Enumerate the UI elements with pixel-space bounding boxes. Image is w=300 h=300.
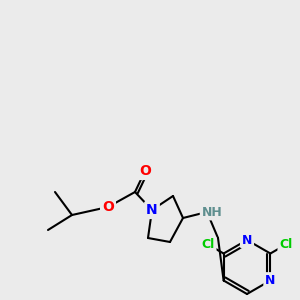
Text: Cl: Cl [201, 238, 215, 251]
Text: N: N [146, 203, 158, 217]
Text: N: N [242, 233, 252, 247]
Text: O: O [139, 164, 151, 178]
Text: N: N [265, 274, 276, 287]
Text: Cl: Cl [279, 238, 292, 251]
Text: NH: NH [202, 206, 222, 218]
Text: O: O [102, 200, 114, 214]
